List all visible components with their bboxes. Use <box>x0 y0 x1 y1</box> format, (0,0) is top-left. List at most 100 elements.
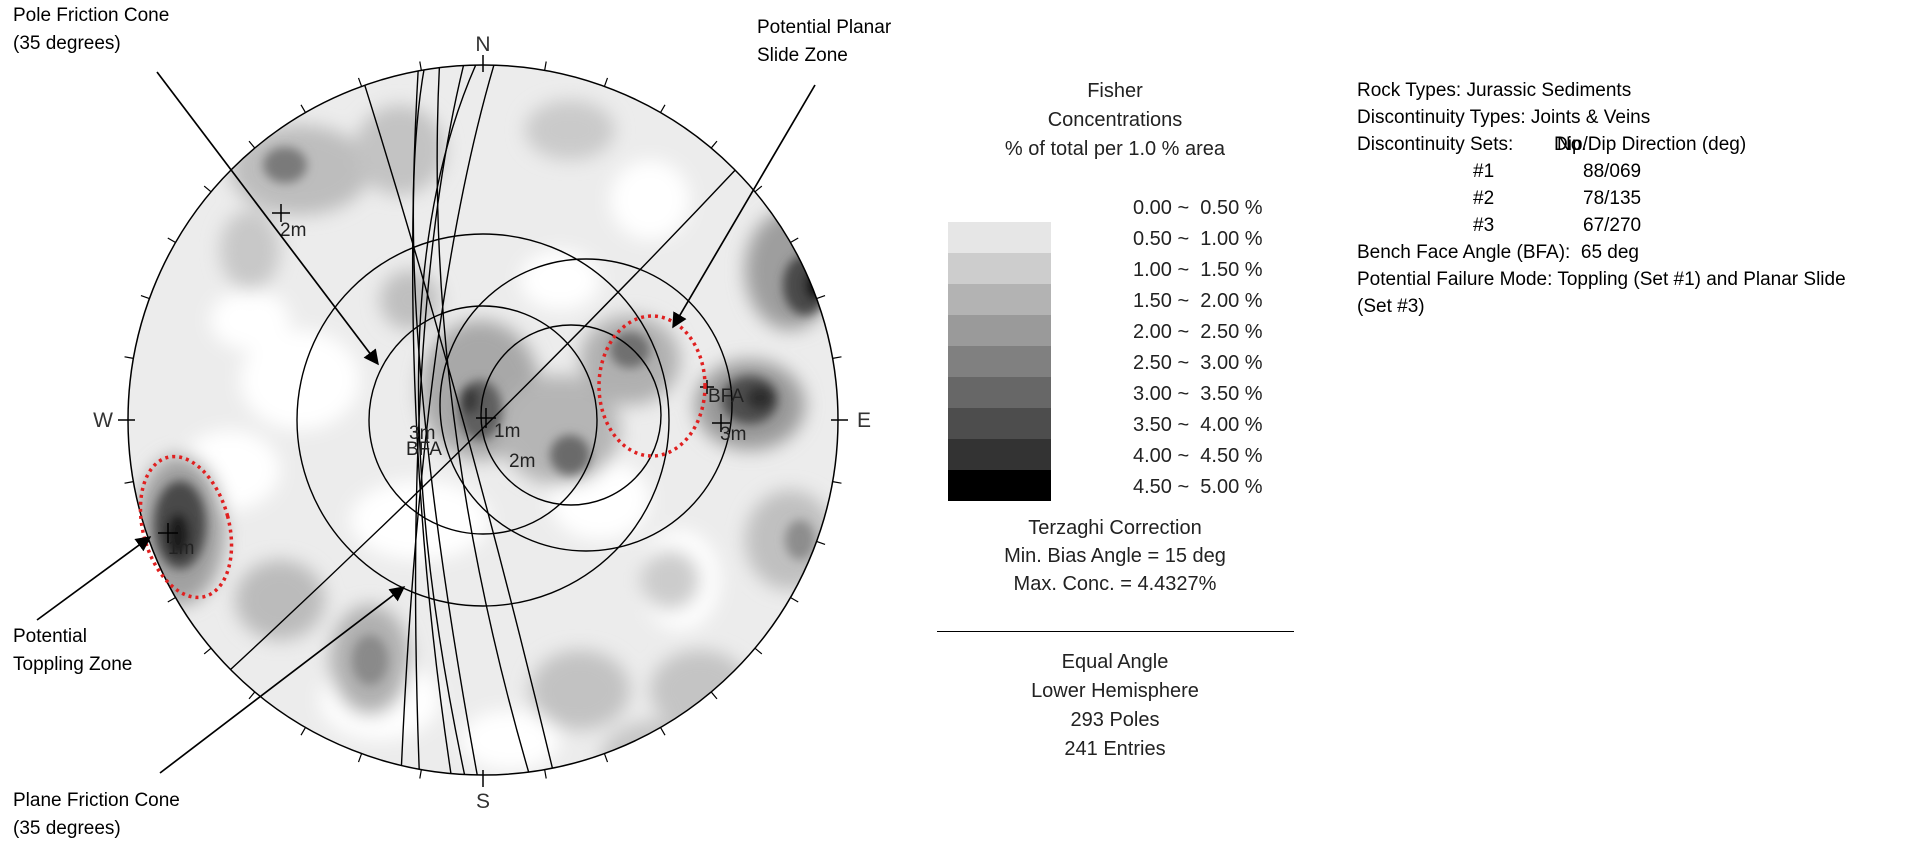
planar-zone-arrow <box>672 84 816 329</box>
callout-pole-friction-cone: Pole Friction Cone (35 degrees) <box>13 2 169 58</box>
daylight-envelope-2 <box>480 324 662 506</box>
compass-tick <box>300 104 307 113</box>
legend-correction: Terzaghi Correction Min. Bias Angle = 15… <box>965 514 1265 598</box>
compass-tick <box>816 540 826 546</box>
callout-line: (35 degrees) <box>13 33 121 54</box>
center-1m-label: 1m <box>494 421 520 442</box>
legend-swatch <box>948 470 1051 501</box>
compass-tick <box>790 596 799 603</box>
compass-tick <box>659 727 666 736</box>
legend-swatch <box>948 377 1051 408</box>
compass-tick <box>754 185 763 193</box>
center-bfa-label: BFA <box>406 439 442 460</box>
compass-tick <box>710 691 718 700</box>
legend-title-line: Concentrations <box>1047 109 1183 131</box>
legend-title-line: Fisher <box>1087 80 1143 102</box>
legend-range: 2.00 ~ 2.50 % <box>1133 321 1263 343</box>
failure-mode-cont: (Set #3) <box>1357 296 1425 317</box>
legend-swatch <box>948 315 1051 346</box>
legend-range: 0.00 ~ 0.50 % <box>1133 197 1263 219</box>
center-3m-label: 3m <box>409 423 435 444</box>
set-markers <box>158 204 730 543</box>
legend-range: 3.50 ~ 4.00 % <box>1133 414 1263 436</box>
legend-range: 4.50 ~ 5.00 % <box>1133 476 1263 498</box>
sets-header-no: No. <box>1557 134 1587 155</box>
set1-label: 1m <box>168 538 194 559</box>
bench-face-angle: Bench Face Angle (BFA): 65 deg <box>1357 242 1640 263</box>
compass-tick <box>124 481 134 484</box>
legend-range: 1.00 ~ 1.50 % <box>1133 259 1263 281</box>
callout-potential-planar: Potential Planar Slide Zone <box>757 14 891 70</box>
terzaghi-correction: Terzaghi Correction <box>1028 517 1202 539</box>
compass-tick <box>832 356 842 359</box>
compass-tick <box>167 237 176 244</box>
set-no: #1 <box>1473 161 1495 182</box>
legend-range: 3.00 ~ 3.50 % <box>1133 383 1263 405</box>
legend-swatch <box>948 408 1051 439</box>
legend-title-line: % of total per 1.0 % area <box>1004 138 1226 160</box>
fisher-contours <box>128 65 838 775</box>
callout-line: Potential <box>13 626 87 647</box>
set3-pole-cross <box>712 414 730 432</box>
rock-types: Rock Types: Jurassic Sediments <box>1357 80 1632 101</box>
min-bias-angle: Min. Bias Angle = 15 deg <box>1004 545 1226 567</box>
bfa-pole-cross <box>700 380 714 394</box>
discontinuity-types: Discontinuity Types: Joints & Veins <box>1357 107 1651 128</box>
set2-label: 2m <box>280 220 306 241</box>
callout-line: Toppling Zone <box>13 654 133 675</box>
callout-arrows <box>36 71 816 774</box>
compass-tick <box>167 596 176 603</box>
compass-tick <box>203 647 212 655</box>
compass-tick <box>248 140 256 149</box>
compass-tick <box>816 294 826 300</box>
set2-pole-cross <box>272 204 290 222</box>
planar-slide-zone-highlight <box>597 314 707 458</box>
discontinuity-sets-table: Discontinuity Sets: No. Dip/Dip Directio… <box>1357 131 1846 239</box>
compass-e: E <box>857 409 871 432</box>
pole-cone-arrow <box>156 71 379 366</box>
compass-w: W <box>93 409 113 432</box>
entry-count: 241 Entries <box>1064 738 1166 760</box>
plane-friction-cone <box>296 233 670 607</box>
set-dip: 67/270 <box>1583 215 1642 236</box>
legend-divider <box>937 631 1294 632</box>
legend-range: 0.50 ~ 1.00 % <box>1133 228 1263 250</box>
friction-cones <box>296 233 733 607</box>
compass-tick <box>140 294 150 300</box>
legend-swatch <box>948 439 1051 470</box>
legend-swatch <box>948 346 1051 377</box>
legend-swatch <box>948 222 1051 253</box>
legend-ranges: 0.00 ~ 0.50 % 0.50 ~ 1.00 % 1.00 ~ 1.50 % 1… <box>1133 193 1263 503</box>
legend-projection: Equal Angle Lower Hemisphere 293 Poles 2… <box>965 648 1265 764</box>
compass-tick <box>603 753 609 763</box>
compass-tick <box>419 61 422 71</box>
compass-tick <box>603 77 609 87</box>
compass-tick <box>544 61 547 71</box>
pole-friction-cone <box>368 305 598 535</box>
primitive-circle <box>118 55 848 787</box>
daylight-envelope <box>439 258 733 552</box>
compass-tick <box>710 140 718 149</box>
center-2m-label: 2m <box>509 451 535 472</box>
callout-plane-friction-cone: Plane Friction Cone (35 degrees) <box>13 787 180 843</box>
compass-tick <box>357 753 363 763</box>
projection-type: Equal Angle <box>1061 651 1169 673</box>
set-no: #3 <box>1473 215 1495 236</box>
center-cross <box>476 408 496 428</box>
legend-range: 4.00 ~ 4.50 % <box>1133 445 1263 467</box>
callout-line: (35 degrees) <box>13 818 121 839</box>
callout-line: Slide Zone <box>757 45 848 66</box>
callout-line: Pole Friction Cone <box>13 5 170 26</box>
compass-tick <box>300 727 307 736</box>
compass-tick <box>790 237 799 244</box>
callout-line: Plane Friction Cone <box>13 790 180 811</box>
compass-tick <box>124 356 134 359</box>
set-no: #2 <box>1473 188 1495 209</box>
hemisphere: Lower Hemisphere <box>1031 680 1199 702</box>
legend-range: 2.50 ~ 3.00 % <box>1133 352 1263 374</box>
site-notes: Rock Types: Jurassic Sediments Discontin… <box>1357 77 1846 320</box>
callout-potential-toppling: Potential Toppling Zone <box>13 623 132 679</box>
compass-tick <box>832 481 842 484</box>
compass-tick <box>754 647 763 655</box>
